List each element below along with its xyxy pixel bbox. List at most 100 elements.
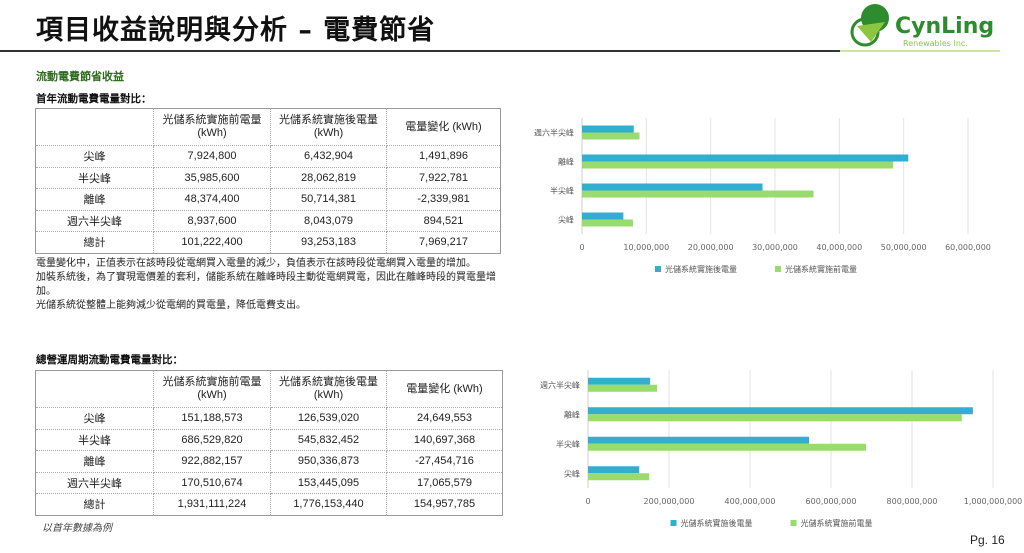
table-row: 離峰 922,882,157 950,336,873 -27,454,716	[35, 450, 503, 473]
table1-caption: 首年流動電費電量對比：	[36, 93, 152, 105]
notes: 電量變化中，正值表示在該時段從電網買入電量的減少，負值表示在該時段從電網買入電量…	[36, 257, 506, 313]
bar-after	[588, 436, 810, 444]
page-number: Pg. 16	[970, 533, 1005, 547]
x-tick-label: 30,000,000	[752, 243, 798, 252]
bar-after	[588, 466, 640, 474]
note: 電量變化中，正值表示在該時段從電網買入電量的減少，負值表示在該時段從電網買入電量…	[36, 258, 476, 269]
legend-label: 光儲系統實施後電量	[681, 518, 753, 528]
lifecycle-table: 光儲系統實施前電量 (kWh) 光儲系統實施後電量 (kWh) 電量變化 (kWh)…	[35, 370, 503, 516]
table-cell: 28,062,819	[270, 166, 387, 189]
column-header: 光儲系統實施前電量 (kWh)	[153, 108, 271, 146]
table-cell: 尖峰	[35, 145, 154, 168]
lifecycle-chart: 0 200,000,000 400,000,000 600,000,000 800,00…	[540, 370, 1022, 528]
table-row: 週六半尖峰 8,937,600 8,043,079 894,521	[35, 209, 501, 232]
table-cell: 週六半尖峰	[35, 471, 154, 494]
bar-after	[582, 183, 763, 191]
bar-after	[588, 407, 973, 415]
x-tick-label: 60,000,000	[945, 243, 991, 252]
bar-after	[582, 212, 624, 220]
x-tick-label: 50,000,000	[881, 243, 927, 252]
table-cell: 153,445,095	[270, 471, 387, 494]
category-label: 尖峰	[564, 468, 580, 478]
table-cell: 50,714,381	[270, 188, 387, 211]
table-cell: 離峰	[35, 188, 154, 211]
x-tick-label: 800,000,000	[887, 497, 938, 506]
table-cell: 總計	[35, 231, 154, 254]
table-cell: 離峰	[35, 450, 154, 473]
x-tick-label: 10,000,000	[623, 243, 669, 252]
table-row: 尖峰 7,924,800 6,432,904 1,491,896	[35, 145, 501, 168]
x-tick-label: 0	[579, 243, 584, 252]
table-cell: 154,957,785	[386, 493, 503, 516]
category-label: 尖峰	[558, 215, 574, 225]
company-logo: CynLing Renewables Inc.	[850, 4, 994, 48]
bar-before	[588, 414, 962, 422]
table-cell: -27,454,716	[386, 450, 503, 473]
table-cell: 半尖峰	[35, 166, 154, 189]
table-cell: 140,697,368	[386, 428, 503, 451]
bar-before	[588, 384, 658, 392]
table-cell: 總計	[35, 493, 154, 516]
column-header-label: 電量變化 (kWh)	[405, 120, 482, 133]
table2-caption: 總營運周期流動電費電量對比：	[36, 354, 183, 366]
table-cell: 950,336,873	[270, 450, 387, 473]
title-divider	[0, 50, 840, 52]
footnote: 以首年數據為例	[42, 523, 112, 534]
x-tick-label: 0	[585, 497, 590, 506]
table-cell: 126,539,020	[270, 407, 387, 430]
table-cell: 6,432,904	[270, 145, 387, 168]
column-header: 電量變化 (kWh)	[386, 370, 503, 408]
column-header-label: 光儲系統實施前電量 (kWh)	[162, 376, 262, 401]
note: 光儲系統從整體上能夠減少從電網的買電量，降低電費支出。	[36, 300, 306, 311]
table-row: 半尖峰 686,529,820 545,832,452 140,697,368	[35, 428, 503, 451]
table-row: 半尖峰 35,985,600 28,062,819 7,922,781	[35, 166, 501, 189]
logo-divider	[840, 50, 1000, 52]
legend-label: 光儲系統實施前電量	[801, 518, 873, 528]
legend-swatch	[790, 520, 797, 526]
table-cell: 545,832,452	[270, 428, 387, 451]
table-cell: 35,985,600	[153, 166, 271, 189]
first-year-chart: 0 10,000,000 20,000,000 30,000,000 40,000,00…	[534, 118, 991, 274]
legend-swatch	[670, 520, 677, 526]
table-cell: 922,882,157	[153, 450, 271, 473]
table-cell: 7,969,217	[386, 231, 501, 254]
column-header: 光儲系統實施後電量 (kWh)	[270, 108, 387, 146]
category-label: 離峰	[558, 157, 574, 167]
section-heading: 流動電費節省收益	[36, 70, 124, 83]
legend-label: 光儲系統實施後電量	[665, 264, 737, 274]
table-cell: 尖峰	[35, 407, 154, 430]
table-cell: 24,649,553	[386, 407, 503, 430]
table-row: 週六半尖峰 170,510,674 153,445,095 17,065,579	[35, 471, 503, 494]
table-cell: 1,491,896	[386, 145, 501, 168]
bar-before	[582, 190, 814, 198]
bar-before	[588, 473, 650, 481]
column-header: 光儲系統實施前電量 (kWh)	[153, 370, 271, 408]
bar-before	[582, 161, 894, 169]
table-cell: 週六半尖峰	[35, 209, 154, 232]
page-title: 項目收益說明與分析 – 電費節省	[36, 15, 436, 46]
bar-after	[582, 154, 909, 162]
x-tick-label: 20,000,000	[688, 243, 734, 252]
column-header-label: 電量變化 (kWh)	[406, 382, 483, 395]
column-header: 光儲系統實施後電量 (kWh)	[270, 370, 387, 408]
category-label: 週六半尖峰	[540, 380, 580, 390]
column-header-label: 光儲系統實施前電量 (kWh)	[162, 114, 262, 139]
category-label: 半尖峰	[556, 439, 580, 449]
legend-swatch	[775, 266, 781, 272]
legend-swatch	[655, 266, 661, 272]
table-cell: 1,776,153,440	[270, 493, 387, 516]
table-cell: 686,529,820	[153, 428, 271, 451]
bar-after	[588, 377, 651, 385]
x-tick-label: 400,000,000	[725, 497, 776, 506]
x-tick-label: 600,000,000	[806, 497, 857, 506]
table-cell: 894,521	[386, 209, 501, 232]
svg-text:Renewables Inc.: Renewables Inc.	[903, 39, 968, 48]
table-row: 總計 1,931,111,224 1,776,153,440 154,957,785	[35, 493, 503, 516]
table-cell: 7,924,800	[153, 145, 271, 168]
table-cell: 170,510,674	[153, 471, 271, 494]
table-cell: 1,931,111,224	[153, 493, 271, 516]
table-cell: -2,339,981	[386, 188, 501, 211]
note: 加裝系統後，為了實現電價差的套利，儲能系統在離峰時段主動從電網買電，因此在離峰時…	[36, 272, 496, 297]
column-header-label: 光儲系統實施後電量 (kWh)	[279, 114, 378, 139]
column-header	[35, 370, 154, 408]
